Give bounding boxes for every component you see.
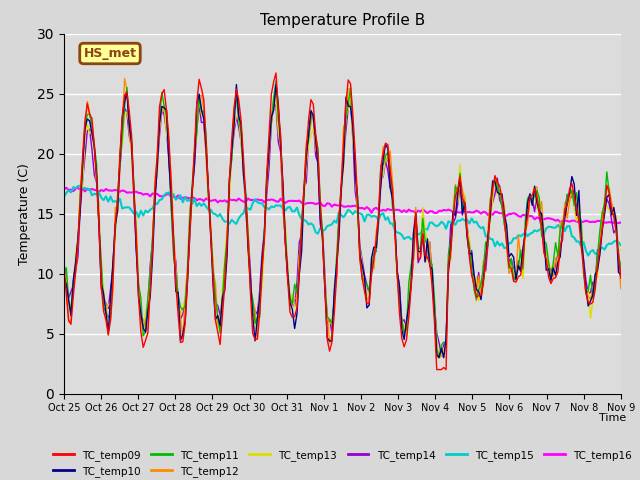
Line: TC_temp15: TC_temp15 <box>64 186 621 255</box>
TC_temp16 <box>617 219 625 225</box>
TC_temp09 <box>433 367 440 372</box>
TC_temp16 <box>74 185 82 191</box>
Legend: TC_temp09, TC_temp10, TC_temp11, TC_temp12, TC_temp13, TC_temp14, TC_temp15, TC_: TC_temp09, TC_temp10, TC_temp11, TC_temp… <box>49 445 636 480</box>
TC_temp13 <box>431 305 438 311</box>
TC_temp12 <box>617 286 625 292</box>
TC_temp10 <box>617 273 625 278</box>
TC_temp10 <box>249 313 257 319</box>
TC_temp13 <box>60 267 68 273</box>
TC_temp12 <box>83 98 91 104</box>
TC_temp09 <box>272 70 280 76</box>
TC_temp13 <box>347 91 355 96</box>
TC_temp13 <box>582 292 589 298</box>
TC_temp15 <box>151 200 159 206</box>
TC_temp12 <box>121 76 129 82</box>
TC_temp10 <box>148 255 156 261</box>
TC_temp13 <box>148 241 156 247</box>
TC_temp10 <box>83 116 91 122</box>
TC_temp09 <box>617 276 625 281</box>
TC_temp15 <box>86 186 93 192</box>
TC_temp10 <box>97 281 105 287</box>
TC_temp13 <box>249 319 257 325</box>
TC_temp16 <box>614 220 622 226</box>
TC_temp15 <box>584 252 592 258</box>
TC_temp09 <box>431 319 438 324</box>
TC_temp11 <box>431 296 438 301</box>
TC_temp12 <box>431 310 438 315</box>
TC_temp09 <box>582 289 589 295</box>
TC_temp12 <box>151 178 159 184</box>
TC_temp09 <box>148 246 156 252</box>
TC_temp16 <box>580 219 588 225</box>
TC_temp13 <box>617 247 625 252</box>
TC_temp14 <box>582 277 589 283</box>
Title: Temperature Profile B: Temperature Profile B <box>260 13 425 28</box>
TC_temp14 <box>148 239 156 244</box>
TC_temp12 <box>251 307 259 313</box>
TC_temp13 <box>435 355 443 360</box>
Line: TC_temp13: TC_temp13 <box>64 94 621 358</box>
TC_temp16 <box>151 192 159 197</box>
TC_temp13 <box>97 264 105 269</box>
Y-axis label: Temperature (C): Temperature (C) <box>18 163 31 264</box>
TC_temp16 <box>86 187 93 192</box>
TC_temp11 <box>148 235 156 240</box>
TC_temp11 <box>617 263 625 268</box>
TC_temp11 <box>435 355 443 360</box>
TC_temp09 <box>97 283 105 289</box>
TC_temp11 <box>582 289 589 295</box>
TC_temp16 <box>100 188 108 194</box>
TC_temp14 <box>83 128 91 134</box>
TC_temp12 <box>582 291 589 297</box>
TC_temp12 <box>433 355 440 360</box>
TC_temp09 <box>249 331 257 336</box>
TC_temp16 <box>251 198 259 204</box>
Text: Time: Time <box>599 413 627 423</box>
Line: TC_temp09: TC_temp09 <box>64 73 621 370</box>
TC_temp16 <box>60 186 68 192</box>
TC_temp11 <box>249 296 257 302</box>
TC_temp10 <box>60 275 68 280</box>
TC_temp10 <box>582 285 589 291</box>
TC_temp10 <box>431 311 438 316</box>
TC_temp14 <box>249 317 257 323</box>
TC_temp15 <box>431 222 438 228</box>
TC_temp11 <box>83 112 91 118</box>
TC_temp13 <box>83 121 91 127</box>
Text: HS_met: HS_met <box>83 47 136 60</box>
TC_temp14 <box>617 272 625 278</box>
TC_temp11 <box>272 78 280 84</box>
Line: TC_temp14: TC_temp14 <box>64 102 621 355</box>
TC_temp09 <box>60 264 68 270</box>
TC_temp16 <box>431 210 438 216</box>
TC_temp10 <box>272 82 280 87</box>
TC_temp09 <box>83 100 91 106</box>
TC_temp15 <box>617 242 625 248</box>
TC_temp15 <box>580 239 588 245</box>
TC_temp11 <box>97 258 105 264</box>
TC_temp14 <box>438 352 445 358</box>
TC_temp11 <box>60 268 68 274</box>
TC_temp15 <box>100 197 108 203</box>
Line: TC_temp11: TC_temp11 <box>64 81 621 358</box>
Line: TC_temp12: TC_temp12 <box>64 79 621 358</box>
TC_temp14 <box>97 286 105 292</box>
TC_temp14 <box>431 302 438 308</box>
Line: TC_temp16: TC_temp16 <box>64 188 621 223</box>
TC_temp14 <box>347 99 355 105</box>
TC_temp12 <box>97 282 105 288</box>
TC_temp15 <box>60 194 68 200</box>
TC_temp15 <box>251 196 259 202</box>
Line: TC_temp10: TC_temp10 <box>64 84 621 358</box>
TC_temp10 <box>435 355 443 360</box>
TC_temp14 <box>60 260 68 266</box>
TC_temp12 <box>60 271 68 277</box>
TC_temp15 <box>76 183 84 189</box>
